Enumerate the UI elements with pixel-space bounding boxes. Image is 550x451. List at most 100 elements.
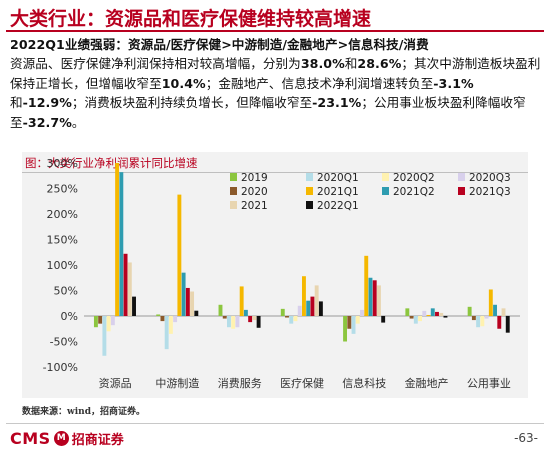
- bar-2020: [222, 316, 227, 319]
- bar-2020Q2: [231, 316, 236, 329]
- value-consumer: -23.1%: [312, 95, 362, 111]
- bar-2021Q2: [243, 309, 248, 316]
- bar-2021Q3: [372, 280, 377, 316]
- chart-header: 图：大类行业净利润累计同比增速: [22, 152, 528, 173]
- value-finance: -3.1%: [433, 75, 474, 91]
- bar-2021: [314, 285, 319, 316]
- value-healthcare: 28.6%: [357, 56, 402, 72]
- bar-2020Q1: [164, 316, 169, 350]
- bar-2020Q3: [235, 316, 240, 328]
- bar-2021Q2: [119, 172, 124, 316]
- bar-2021Q2: [368, 277, 373, 316]
- bar-2021Q3: [185, 287, 190, 316]
- bar-2022Q1: [132, 296, 136, 316]
- summary-text-5: 和: [10, 95, 23, 111]
- legend-label: 2020: [241, 186, 268, 198]
- value-utilities: -32.7%: [22, 114, 72, 130]
- bar-2020Q3: [422, 310, 427, 316]
- bar-2020Q2: [355, 316, 360, 324]
- summary-text-8: 。: [71, 114, 85, 130]
- bar-2020Q2: [480, 316, 485, 327]
- title-divider: [6, 30, 544, 32]
- bar-2021Q1: [364, 255, 369, 316]
- bar-2021Q1: [177, 194, 182, 316]
- x-tick-label: 信息科技: [342, 376, 386, 390]
- bar-2021Q1: [488, 289, 493, 316]
- bar-2022Q1: [256, 316, 261, 328]
- bar-2021Q1: [302, 276, 306, 316]
- logo-cms-text: CMS: [10, 428, 51, 448]
- bar-2020Q2: [293, 316, 298, 322]
- bar-2021: [439, 312, 444, 316]
- bar-2020Q2: [106, 316, 111, 332]
- x-tick-label: 公用事业: [467, 377, 511, 390]
- x-tick-label: 中游制造: [155, 376, 199, 390]
- footer-divider: [6, 423, 544, 424]
- y-tick-label: 0%: [61, 310, 78, 323]
- y-tick-label: 200%: [47, 208, 78, 221]
- bar-2022Q1: [318, 301, 323, 316]
- bar-2021: [190, 291, 195, 316]
- bar-2020Q2: [168, 316, 173, 334]
- bar-2021Q2: [181, 272, 186, 316]
- y-tick-label: -50%: [50, 336, 78, 349]
- bar-2019: [343, 316, 348, 342]
- x-tick-label: 资源品: [99, 376, 132, 390]
- value-midstream: 10.4%: [161, 75, 206, 91]
- bar-2020Q1: [289, 316, 294, 324]
- bar-2021: [501, 308, 506, 316]
- x-tick-label: 医疗保健: [280, 376, 324, 390]
- bar-2019: [93, 316, 98, 328]
- legend-label: 2021: [241, 200, 268, 212]
- legend-swatch: [306, 201, 313, 209]
- y-tick-label: 100%: [47, 259, 78, 272]
- bar-2020: [285, 316, 289, 318]
- summary-lead: 2022Q1业绩强弱：资源品/医疗保健>中游制造/金融地产>信息科技/消费: [10, 37, 429, 52]
- bar-2020Q3: [173, 316, 178, 323]
- bar-2022Q1: [381, 316, 386, 323]
- chart-panel: [22, 152, 528, 398]
- bar-2020Q1: [102, 316, 107, 356]
- bar-2021Q3: [435, 311, 439, 316]
- legend-label: 2020Q1: [317, 172, 359, 184]
- bar-2021Q1: [115, 163, 120, 316]
- bar-2021: [127, 262, 132, 316]
- bar-2020Q1: [476, 316, 481, 328]
- legend-swatch: [306, 173, 313, 181]
- bar-2019: [156, 314, 161, 316]
- legend-label: 2021Q2: [393, 186, 435, 198]
- bar-2020Q1: [351, 316, 356, 334]
- legend-swatch: [382, 173, 389, 181]
- bar-2022Q1: [505, 316, 510, 333]
- bar-2021: [252, 316, 257, 321]
- summary-text-2: 和: [344, 56, 358, 72]
- bar-2020Q2: [418, 316, 422, 322]
- bar-2021Q2: [493, 304, 497, 316]
- y-tick-label: 150%: [47, 234, 78, 247]
- bar-2020: [409, 316, 414, 319]
- page-title: 大类行业：资源品和医疗保健维持较高增速: [10, 8, 372, 30]
- value-resources: 38.0%: [300, 56, 345, 72]
- bar-2022Q1: [443, 316, 448, 318]
- bar-2020Q1: [227, 316, 231, 328]
- bar-2019: [405, 308, 410, 316]
- legend-swatch: [230, 187, 237, 195]
- legend-swatch: [306, 187, 313, 195]
- summary-text-1: 资源品、医疗保健净利润保持相对较高增幅，分别为: [10, 56, 301, 72]
- bar-2021Q3: [497, 316, 502, 329]
- x-tick-label: 消费服务: [218, 376, 262, 390]
- legend-label: 2021Q1: [317, 186, 359, 198]
- bar-2021Q3: [248, 316, 253, 323]
- legend-label: 2021Q3: [469, 186, 511, 198]
- bar-2019: [218, 304, 223, 316]
- bar-2022Q1: [194, 310, 199, 316]
- value-tech: -12.9%: [22, 95, 72, 111]
- logo: CMS M 招商证券: [10, 428, 124, 448]
- legend-label: 2020Q2: [393, 172, 435, 184]
- y-tick-label: 300%: [47, 157, 78, 170]
- bar-2020Q3: [110, 316, 115, 326]
- x-tick-label: 金融地产: [405, 376, 449, 390]
- bar-2019: [467, 306, 472, 316]
- y-tick-label: -100%: [43, 361, 78, 374]
